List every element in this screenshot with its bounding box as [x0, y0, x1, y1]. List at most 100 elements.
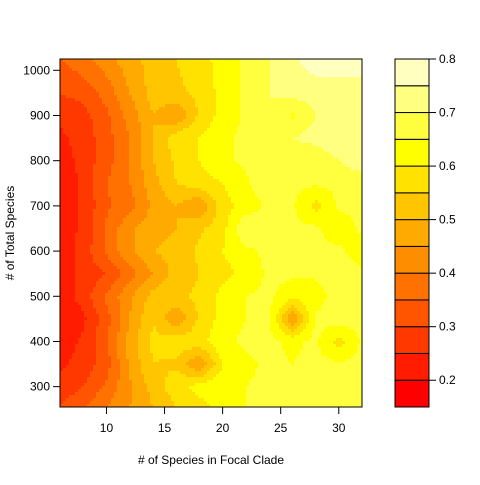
heatmap-cell [255, 113, 259, 117]
heatmap-cell [78, 125, 82, 129]
heatmap-cell [132, 158, 136, 162]
heatmap-cell [249, 161, 253, 165]
heatmap-cell [351, 65, 355, 69]
heatmap-cell [255, 143, 259, 147]
heatmap-cell [318, 71, 322, 75]
heatmap-cell [162, 134, 166, 138]
heatmap-cells [60, 59, 363, 408]
heatmap-cell [273, 80, 277, 84]
heatmap-cell [306, 185, 310, 189]
heatmap-cell [255, 188, 259, 192]
heatmap-cell [78, 110, 82, 114]
heatmap-cell [288, 62, 292, 66]
heatmap-cell [63, 122, 67, 126]
heatmap-cell [279, 128, 283, 132]
heatmap-cell [108, 104, 112, 108]
heatmap-cell [315, 101, 319, 105]
heatmap-cell [252, 71, 256, 75]
heatmap-cell [114, 146, 118, 150]
heatmap-cell [249, 158, 253, 162]
heatmap-cell [330, 62, 334, 66]
heatmap-cell [318, 98, 322, 102]
heatmap-cell [84, 59, 88, 63]
heatmap-cell [357, 152, 361, 156]
heatmap-cell [177, 203, 181, 207]
heatmap-cell [72, 194, 76, 198]
heatmap-cell [192, 158, 196, 162]
heatmap-cell [63, 65, 67, 69]
heatmap-cell [102, 95, 106, 99]
heatmap-cell [96, 95, 100, 99]
heatmap-cell [339, 110, 343, 114]
heatmap-cell [219, 179, 223, 183]
heatmap-cell [297, 95, 301, 99]
heatmap-cell [189, 62, 193, 66]
heatmap-cell [231, 179, 235, 183]
heatmap-cell [78, 95, 82, 99]
heatmap-cell [330, 125, 334, 129]
heatmap-cell [360, 161, 363, 165]
heatmap-cell [297, 140, 301, 144]
heatmap-cell [321, 83, 325, 87]
heatmap-cell [102, 131, 106, 135]
heatmap-cell [243, 119, 247, 123]
heatmap-cell [132, 203, 136, 207]
heatmap-cell [189, 107, 193, 111]
heatmap-cell [102, 107, 106, 111]
heatmap-cell [159, 134, 163, 138]
heatmap-cell [267, 197, 271, 201]
heatmap-cell [246, 107, 250, 111]
heatmap-cell [321, 77, 325, 81]
heatmap-cell [81, 194, 85, 198]
heatmap-cell [117, 203, 121, 207]
heatmap-cell [300, 110, 304, 114]
heatmap-cell [228, 143, 232, 147]
heatmap-cell [264, 161, 268, 165]
heatmap-cell [120, 62, 124, 66]
heatmap-cell [276, 182, 280, 186]
heatmap-cell [78, 170, 82, 174]
heatmap-cell [69, 182, 73, 186]
heatmap-cell [171, 143, 175, 147]
heatmap-cell [186, 128, 190, 132]
heatmap-cell [111, 167, 115, 171]
heatmap-cell [102, 161, 106, 165]
heatmap-cell [336, 134, 340, 138]
heatmap-cell [87, 116, 91, 120]
heatmap-cell [186, 71, 190, 75]
heatmap-cell [258, 101, 262, 105]
heatmap-cell [84, 119, 88, 123]
heatmap-cell [234, 155, 238, 159]
heatmap-cell [324, 131, 328, 135]
heatmap-cell [255, 119, 259, 123]
heatmap-cell [96, 110, 100, 114]
heatmap-cell [69, 113, 73, 117]
heatmap-cell [144, 182, 148, 186]
heatmap-cell [291, 107, 295, 111]
heatmap-cell [357, 122, 361, 126]
heatmap-cell [252, 77, 256, 81]
heatmap-cell [252, 179, 256, 183]
heatmap-cell [216, 122, 220, 126]
heatmap-cell [123, 179, 127, 183]
heatmap-cell [327, 131, 331, 135]
heatmap-cell [132, 146, 136, 150]
heatmap-cell [66, 80, 70, 84]
heatmap-cell [198, 65, 202, 69]
heatmap-cell [114, 185, 118, 189]
heatmap-cell [126, 170, 130, 174]
heatmap-cell [96, 152, 100, 156]
heatmap-cell [108, 158, 112, 162]
heatmap-cell [228, 95, 232, 99]
heatmap-cell [201, 101, 205, 105]
heatmap-cell [240, 125, 244, 129]
heatmap-cell [318, 131, 322, 135]
heatmap-cell [192, 68, 196, 72]
heatmap-cell [69, 74, 73, 78]
heatmap-cell [189, 158, 193, 162]
heatmap-cell [303, 95, 307, 99]
heatmap-cell [237, 116, 241, 120]
heatmap-cell [282, 143, 286, 147]
heatmap-cell [207, 65, 211, 69]
heatmap-cell [324, 167, 328, 171]
